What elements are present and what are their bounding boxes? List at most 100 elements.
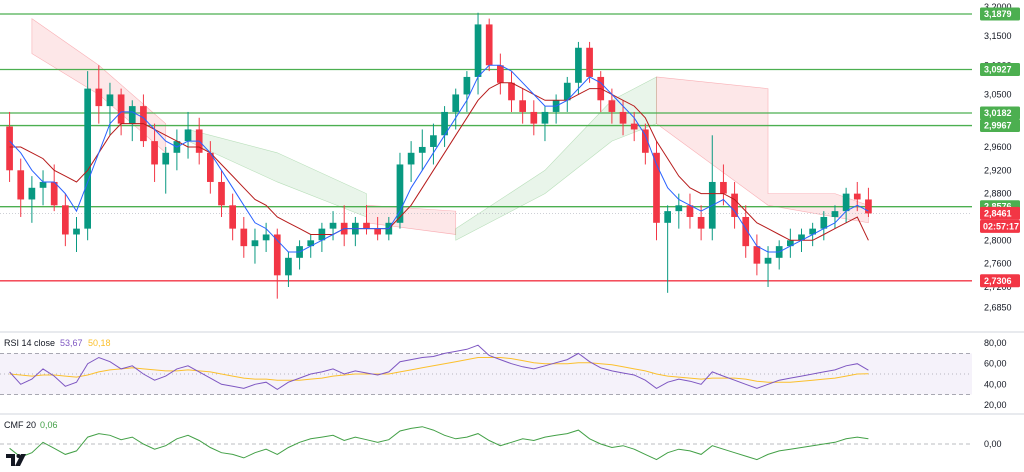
ma-red-line (9, 82, 869, 241)
candle (731, 181, 738, 229)
rsi-axis-label: 80,00 (984, 338, 1007, 348)
candle (441, 106, 448, 147)
candle-body (742, 216, 750, 247)
candle-body (128, 106, 136, 124)
cmf-pane[interactable]: 0,00 CMF 20 0,06 (0, 420, 1002, 461)
candle (184, 111, 192, 159)
candle-body (686, 205, 694, 217)
candle (173, 129, 181, 171)
candle-body (642, 129, 649, 153)
candle (775, 240, 783, 270)
price-axis-label: 2,8000 (984, 235, 1012, 245)
price-axis-label: 3,1500 (984, 31, 1012, 41)
candle (686, 193, 694, 229)
candle (831, 205, 839, 229)
candle (642, 123, 649, 165)
candle-body (262, 234, 270, 241)
level-tag-5-bg (980, 274, 1020, 288)
rsi-axis-label: 60,00 (984, 359, 1007, 369)
candle-body (485, 24, 493, 66)
candle (630, 111, 638, 142)
cloud-bullish-2 (455, 76, 657, 241)
current-price-tag-bg (980, 206, 1020, 220)
candle (541, 106, 549, 142)
candle-body (842, 193, 850, 212)
countdown-tag-bg (980, 219, 1020, 233)
candle-body (586, 47, 593, 77)
candle-body (563, 82, 571, 101)
candle-body (407, 152, 415, 165)
rsi-band (0, 353, 972, 395)
price-axis-label: 2,9600 (984, 142, 1012, 152)
candle-body (831, 211, 839, 217)
candle (463, 71, 471, 112)
candle (530, 100, 538, 136)
candle (519, 88, 526, 124)
level-tag-3: 2,9967 (984, 121, 1012, 131)
candle (396, 152, 404, 229)
level-tag-1: 3,0927 (984, 65, 1012, 75)
candle-body (530, 111, 538, 124)
candle (363, 205, 370, 235)
candle (162, 146, 170, 194)
candle (352, 216, 359, 247)
level-tag-3-bg (980, 119, 1020, 133)
price-pane[interactable]: 3,20003,15003,10003,05002,96002,92002,88… (0, 2, 1020, 312)
candle-body (508, 82, 515, 101)
candle (842, 187, 850, 223)
candle (251, 228, 259, 264)
price-axis-label: 2,6850 (984, 302, 1012, 312)
candle-body (95, 88, 103, 107)
candle-body (240, 228, 248, 247)
price-axis-label: 3,0500 (984, 89, 1012, 99)
candle-body (619, 111, 627, 124)
candle (229, 193, 236, 241)
candle-body (497, 65, 504, 83)
candle-body (575, 47, 582, 83)
candle (497, 53, 504, 95)
candle (262, 222, 270, 252)
candle (50, 164, 58, 212)
candle-body (430, 135, 437, 147)
candle-body (106, 94, 114, 107)
candle-body (731, 193, 738, 217)
candle-body (84, 88, 91, 229)
candle (742, 205, 750, 258)
candle (485, 18, 493, 72)
candle-body (452, 94, 460, 112)
candle-body (184, 129, 192, 142)
cmf-axis-label: 0,00 (984, 439, 1002, 449)
candle (318, 222, 326, 252)
candle (508, 71, 515, 112)
candle-body (329, 222, 337, 229)
candle (6, 111, 13, 182)
candle-body (630, 123, 638, 130)
candle-body (273, 234, 281, 276)
candle-body (17, 170, 25, 200)
candle-body (207, 152, 214, 182)
candle-body (229, 205, 236, 229)
candle-body (117, 94, 125, 124)
candle-body (162, 152, 170, 165)
candle-body (798, 234, 805, 241)
candle (296, 240, 303, 270)
candle (474, 12, 482, 95)
candle-body (62, 205, 69, 235)
candle (787, 228, 794, 258)
candle-body (251, 240, 259, 247)
candle (597, 71, 605, 112)
rsi-line (9, 344, 869, 390)
candle (720, 164, 727, 206)
candle-body (865, 199, 872, 214)
level-tag-1-bg (980, 63, 1020, 77)
candle (820, 211, 828, 241)
candle-body (73, 228, 80, 235)
candle (653, 141, 660, 241)
price-axis[interactable]: 3,20003,15003,10003,05002,96002,92002,88… (984, 2, 1012, 312)
candle-body (463, 76, 471, 95)
candle (62, 193, 69, 247)
price-axis-label: 2,9200 (984, 165, 1012, 175)
candle-body (809, 228, 816, 235)
